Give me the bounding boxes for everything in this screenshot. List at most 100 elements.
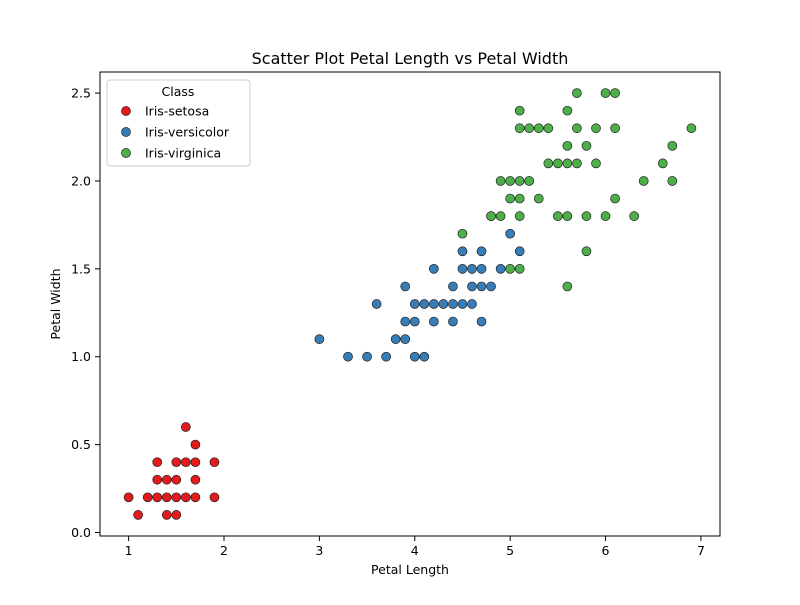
scatter-point-iris-setosa — [180, 492, 191, 503]
scatter-point-iris-versicolor — [476, 316, 487, 327]
scatter-point-iris-virginica — [667, 176, 678, 186]
y-tick-label: 2.0 — [71, 173, 91, 188]
scatter-point-iris-versicolor — [505, 228, 516, 239]
scatter-point-iris-virginica — [581, 211, 592, 221]
scatter-point-iris-setosa — [171, 510, 182, 520]
scatter-point-iris-setosa — [142, 492, 153, 503]
scatter-point-iris-setosa — [190, 474, 201, 485]
y-axis: 0.0 0.5 1.0 1.5 2.0 2.5 — [71, 86, 100, 540]
scatter-point-iris-versicolor — [448, 316, 458, 327]
scatter-point-iris-setosa — [190, 492, 201, 503]
scatter-point-iris-virginica — [514, 193, 525, 204]
scatter-point-iris-setosa — [161, 474, 172, 485]
scatter-point-iris-virginica — [562, 281, 573, 292]
scatter-point-iris-virginica — [629, 211, 640, 221]
scatter-point-iris-virginica — [505, 193, 516, 204]
scatter-point-iris-versicolor — [390, 334, 401, 345]
scatter-point-iris-virginica — [495, 176, 506, 186]
scatter-point-iris-setosa — [123, 492, 134, 503]
scatter-point-iris-versicolor — [448, 281, 458, 292]
plot-frame — [99, 71, 721, 537]
x-tick-label: 4 — [411, 543, 419, 558]
scatter-point-iris-virginica — [572, 158, 582, 169]
x-axis: 1 2 3 4 5 6 7 — [125, 536, 705, 558]
scatter-point-iris-versicolor — [428, 316, 439, 327]
scatter-point-iris-virginica — [514, 105, 525, 116]
legend-marker-iris-virginica — [121, 148, 131, 158]
x-tick-label: 2 — [220, 543, 228, 558]
scatter-point-iris-virginica — [457, 228, 468, 239]
scatter-point-iris-versicolor — [495, 263, 506, 274]
scatter-point-iris-virginica — [591, 123, 601, 134]
scatter-point-iris-setosa — [171, 492, 182, 503]
points-layer — [123, 88, 697, 520]
scatter-point-iris-versicolor — [400, 281, 411, 292]
scatter-point-iris-setosa — [209, 457, 220, 468]
x-tick-label: 3 — [315, 543, 323, 558]
scatter-point-iris-versicolor — [419, 351, 430, 362]
scatter-point-iris-versicolor — [400, 316, 411, 327]
scatter-point-iris-virginica — [505, 263, 516, 274]
scatter-point-iris-versicolor — [467, 281, 477, 292]
scatter-point-iris-virginica — [514, 263, 525, 274]
scatter-point-iris-setosa — [209, 492, 220, 503]
x-axis-label: Petal Length — [371, 562, 449, 577]
scatter-point-iris-virginica — [610, 123, 620, 134]
legend-entries: Iris-setosa Iris-versicolor Iris-virginica — [121, 104, 230, 161]
scatter-point-iris-virginica — [524, 176, 535, 186]
scatter-point-iris-virginica — [667, 140, 678, 151]
x-tick-label: 5 — [506, 543, 514, 558]
scatter-point-iris-versicolor — [467, 263, 477, 274]
scatter-point-iris-versicolor — [457, 246, 468, 257]
scatter-point-iris-virginica — [514, 211, 525, 221]
legend-label-iris-setosa: Iris-setosa — [145, 104, 209, 119]
scatter-point-iris-virginica — [505, 176, 516, 186]
scatter-point-iris-versicolor — [381, 351, 392, 362]
scatter-point-iris-setosa — [180, 422, 191, 432]
scatter-point-iris-virginica — [591, 158, 601, 169]
x-tick-label: 6 — [602, 543, 610, 558]
scatter-point-iris-versicolor — [476, 263, 487, 274]
scatter-point-iris-virginica — [562, 158, 573, 169]
scatter-point-iris-virginica — [600, 211, 611, 221]
scatter-point-iris-virginica — [572, 123, 582, 134]
legend-label-iris-virginica: Iris-virginica — [145, 146, 221, 161]
scatter-point-iris-versicolor — [419, 299, 430, 309]
scatter-point-iris-setosa — [133, 510, 144, 520]
scatter-point-iris-versicolor — [476, 246, 487, 257]
legend: Class Iris-setosa Iris-versicolor Iris-vir… — [106, 79, 251, 167]
scatter-point-iris-setosa — [161, 510, 172, 520]
scatter-point-iris-virginica — [495, 211, 506, 221]
scatter-point-iris-setosa — [152, 474, 163, 485]
scatter-point-iris-virginica — [600, 88, 611, 98]
scatter-point-iris-setosa — [171, 457, 182, 468]
scatter-point-iris-setosa — [180, 457, 191, 468]
legend-marker-iris-setosa — [121, 106, 131, 116]
legend-label-iris-versicolor: Iris-versicolor — [145, 125, 230, 140]
scatter-point-iris-virginica — [610, 88, 620, 98]
scatter-point-iris-versicolor — [486, 281, 496, 292]
scatter-point-iris-virginica — [514, 176, 525, 186]
scatter-point-iris-virginica — [686, 123, 697, 134]
scatter-point-iris-virginica — [562, 211, 573, 221]
scatter-point-iris-versicolor — [428, 263, 439, 274]
y-tick-label: 0.0 — [71, 525, 91, 540]
scatter-point-iris-virginica — [486, 211, 496, 221]
scatter-point-iris-setosa — [190, 457, 201, 468]
legend-box — [106, 79, 251, 167]
y-tick-label: 2.5 — [71, 86, 91, 101]
scatter-point-iris-setosa — [161, 492, 172, 503]
scatter-point-iris-virginica — [543, 123, 554, 134]
scatter-point-iris-versicolor — [314, 334, 325, 345]
scatter-point-iris-versicolor — [467, 299, 477, 309]
scatter-point-iris-setosa — [171, 474, 182, 485]
scatter-point-iris-virginica — [562, 140, 573, 151]
scatter-point-iris-virginica — [657, 158, 668, 169]
scatter-point-iris-versicolor — [457, 263, 468, 274]
scatter-point-iris-virginica — [581, 246, 592, 257]
scatter-point-iris-versicolor — [409, 351, 420, 362]
scatter-point-iris-versicolor — [409, 316, 420, 327]
chart-title: Scatter Plot Petal Length vs Petal Width — [252, 49, 569, 68]
scatter-point-iris-versicolor — [448, 299, 458, 309]
